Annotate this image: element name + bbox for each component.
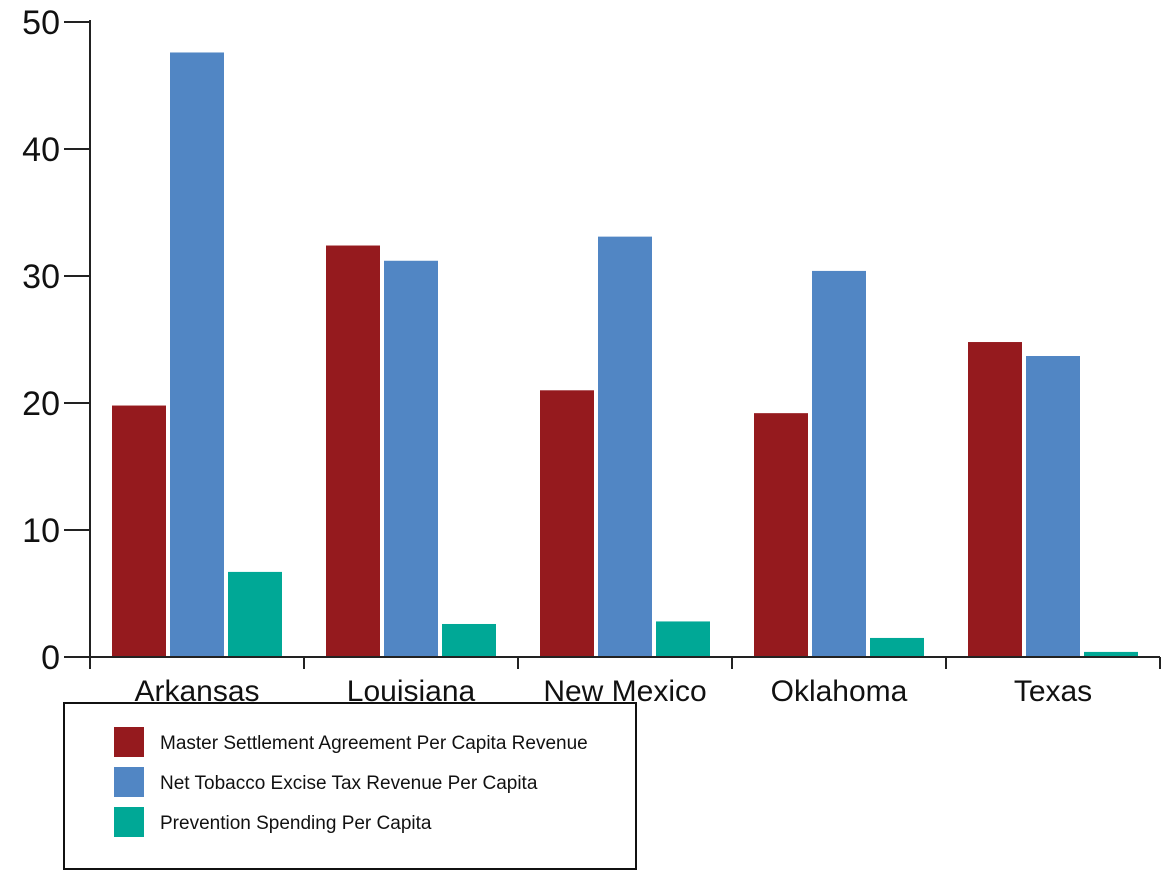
bars-group [112, 52, 1138, 658]
y-tick-label: 30 [22, 258, 60, 296]
bar-louisiana-series-1 [326, 245, 380, 657]
y-tick-label: 0 [41, 639, 60, 677]
legend-label: Master Settlement Agreement Per Capita R… [160, 733, 588, 754]
bar-arkansas-series-1 [112, 405, 166, 657]
legend-label: Prevention Spending Per Capita [160, 813, 432, 834]
legend: Master Settlement Agreement Per Capita R… [63, 702, 637, 870]
bar-arkansas-series-2 [170, 52, 224, 658]
legend-swatch [114, 727, 144, 757]
x-axis: Arkansas Louisiana New Mexico Oklahoma Texas [89, 656, 1161, 708]
bar-oklahoma-series-3 [870, 637, 924, 657]
x-tick-label: Oklahoma [771, 675, 908, 708]
bar-texas-series-3 [1084, 651, 1138, 657]
y-tick-label: 20 [22, 385, 60, 423]
y-axis: 0 10 20 30 40 50 [22, 4, 91, 677]
legend-swatch [114, 767, 144, 797]
legend-box [63, 702, 637, 870]
bar-louisiana-series-2 [384, 260, 438, 657]
legend-label: Net Tobacco Excise Tax Revenue Per Capit… [160, 773, 538, 794]
bar-oklahoma-series-2 [812, 270, 866, 657]
bar-oklahoma-series-1 [754, 413, 808, 657]
bar-new-mexico-series-3 [656, 621, 710, 657]
bar-new-mexico-series-1 [540, 390, 594, 657]
x-tick-label: Texas [1014, 675, 1092, 708]
bar-arkansas-series-3 [228, 571, 282, 657]
bar-texas-series-2 [1026, 356, 1080, 657]
y-tick-label: 10 [22, 512, 60, 550]
bar-texas-series-1 [968, 342, 1022, 657]
y-tick-label: 40 [22, 131, 60, 169]
bar-new-mexico-series-2 [598, 236, 652, 657]
y-tick-label: 50 [22, 4, 60, 42]
legend-swatch [114, 807, 144, 837]
bar-louisiana-series-3 [442, 623, 496, 657]
